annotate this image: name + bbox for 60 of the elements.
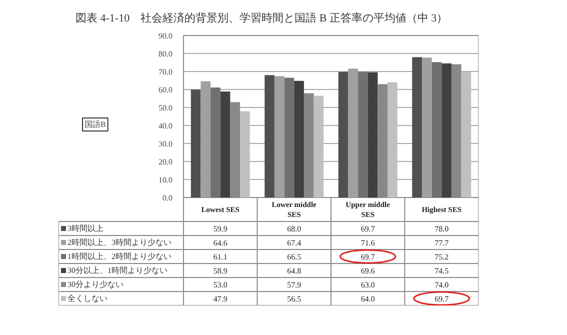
chart-title: 図表 4-1-10 社会経済的背景別、学習時間と国語 B 正答率の平均値（中 3） <box>76 12 448 24</box>
data-label: 56.5 <box>287 294 302 304</box>
data-label: 47.9 <box>213 294 228 304</box>
data-label: 69.7 <box>360 252 375 262</box>
data-label: 59.9 <box>213 224 228 234</box>
bar <box>388 82 398 198</box>
legend-label: 30分より少ない <box>68 280 124 289</box>
bar <box>294 80 304 198</box>
y-tick-label: 50.0 <box>158 104 172 112</box>
bar <box>210 88 220 198</box>
bar <box>461 72 472 198</box>
data-label: 64.8 <box>287 266 302 276</box>
legend-label: 3時間以上 <box>68 224 104 233</box>
y-tick-label: 20.0 <box>158 158 172 166</box>
y-tick-label: 70.0 <box>158 68 172 76</box>
data-label: 66.5 <box>287 252 302 262</box>
data-label: 57.9 <box>287 280 302 290</box>
bar <box>358 72 368 198</box>
data-label: 74.0 <box>434 280 449 290</box>
data-label: 74.5 <box>434 266 449 276</box>
bar <box>442 63 452 198</box>
bar <box>264 75 274 198</box>
y-tick-label: 60.0 <box>158 86 172 94</box>
data-label: 68.0 <box>287 224 302 234</box>
data-label: 64.0 <box>360 294 375 304</box>
data-label: 69.7 <box>434 294 449 304</box>
bar <box>274 76 284 198</box>
data-label: 69.7 <box>360 224 375 234</box>
y-tick-label: 90.0 <box>158 32 172 40</box>
y-tick-label: 40.0 <box>158 122 172 130</box>
data-label: 67.4 <box>287 238 302 248</box>
y-tick-label: 30.0 <box>158 140 172 148</box>
bar <box>220 91 230 198</box>
data-label: 75.2 <box>434 252 449 262</box>
bar <box>284 78 294 198</box>
data-label: 61.1 <box>213 252 228 262</box>
y-tick-label: 0.0 <box>162 194 172 202</box>
y-tick-label: 10.0 <box>158 176 172 184</box>
data-label: 78.0 <box>434 224 449 234</box>
legend-label: 2時間以上、3時間より少ない <box>68 238 172 247</box>
data-label: 71.6 <box>360 238 375 248</box>
legend-label: 1時間以上、2時間より少ない <box>68 252 172 261</box>
data-label: 58.9 <box>213 266 228 276</box>
bar <box>432 62 442 198</box>
data-label: 69.6 <box>360 266 375 276</box>
legend-label: 30分以上、1時間より少ない <box>68 266 168 275</box>
data-label: 64.6 <box>213 238 228 248</box>
bar <box>338 72 348 198</box>
y-tick-label: 80.0 <box>158 50 172 58</box>
data-label: 53.0 <box>213 280 228 290</box>
bar <box>422 58 432 198</box>
data-label: 77.7 <box>434 238 449 248</box>
bar <box>240 111 250 198</box>
data-label: 63.0 <box>360 280 375 290</box>
text: 国語B <box>84 120 106 129</box>
bar <box>314 96 324 198</box>
legend-label: 全くしない <box>68 294 108 303</box>
bar <box>368 72 378 198</box>
bar <box>190 90 201 198</box>
bar <box>412 57 422 198</box>
